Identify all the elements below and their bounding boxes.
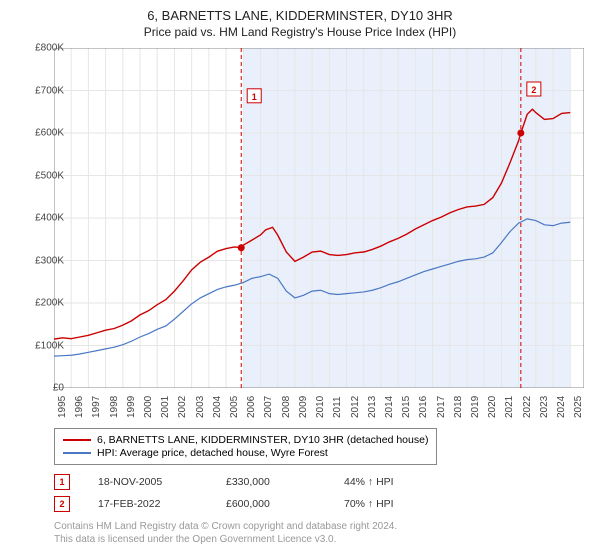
svg-text:1: 1 — [252, 92, 257, 102]
sale-marker-1: 1 — [54, 474, 70, 490]
footer-line-2: This data is licensed under the Open Gov… — [54, 533, 397, 546]
sale-date-1: 18-NOV-2005 — [98, 476, 198, 488]
sale-price-2: £600,000 — [226, 498, 316, 510]
x-tick-label: 2025 — [573, 396, 584, 418]
x-tick-label: 1995 — [57, 396, 68, 418]
x-tick-label: 2007 — [263, 396, 274, 418]
x-tick-label: 1998 — [109, 396, 120, 418]
y-tick-label: £800K — [35, 43, 64, 54]
x-tick-label: 2014 — [384, 396, 395, 418]
x-tick-label: 2021 — [504, 396, 515, 418]
legend-swatch-hpi — [63, 452, 91, 454]
x-tick-label: 2004 — [212, 396, 223, 418]
x-tick-label: 2022 — [522, 396, 533, 418]
x-tick-label: 2010 — [315, 396, 326, 418]
sale-row-2: 2 17-FEB-2022 £600,000 70% ↑ HPI — [54, 496, 394, 512]
chart-subtitle: Price paid vs. HM Land Registry's House … — [0, 25, 600, 39]
y-tick-label: £500K — [35, 170, 64, 181]
sale-price-1: £330,000 — [226, 476, 316, 488]
x-tick-label: 2008 — [281, 396, 292, 418]
footer-line-1: Contains HM Land Registry data © Crown c… — [54, 520, 397, 533]
x-tick-label: 2001 — [160, 396, 171, 418]
x-tick-label: 2017 — [436, 396, 447, 418]
chart-container: 6, BARNETTS LANE, KIDDERMINSTER, DY10 3H… — [0, 0, 600, 560]
legend-box: 6, BARNETTS LANE, KIDDERMINSTER, DY10 3H… — [54, 428, 437, 465]
y-tick-label: £300K — [35, 255, 64, 266]
legend-row-hpi: HPI: Average price, detached house, Wyre… — [63, 447, 428, 459]
y-tick-label: £400K — [35, 213, 64, 224]
x-tick-label: 2023 — [539, 396, 550, 418]
y-tick-label: £700K — [35, 85, 64, 96]
y-tick-label: £0 — [53, 383, 64, 394]
x-tick-label: 2000 — [143, 396, 154, 418]
y-tick-label: £600K — [35, 128, 64, 139]
x-tick-label: 2012 — [350, 396, 361, 418]
x-tick-label: 2009 — [298, 396, 309, 418]
x-tick-label: 2006 — [246, 396, 257, 418]
x-tick-label: 2015 — [401, 396, 412, 418]
y-tick-label: £100K — [35, 340, 64, 351]
sale-row-1: 1 18-NOV-2005 £330,000 44% ↑ HPI — [54, 474, 394, 490]
sale-pct-1: 44% ↑ HPI — [344, 476, 394, 488]
sale-marker-2: 2 — [54, 496, 70, 512]
x-tick-label: 2024 — [556, 396, 567, 418]
legend-label-hpi: HPI: Average price, detached house, Wyre… — [97, 447, 328, 459]
chart-area: 12 — [54, 48, 584, 388]
x-tick-label: 1997 — [91, 396, 102, 418]
legend-label-property: 6, BARNETTS LANE, KIDDERMINSTER, DY10 3H… — [97, 434, 428, 446]
footer: Contains HM Land Registry data © Crown c… — [54, 520, 397, 546]
svg-text:2: 2 — [531, 85, 536, 95]
x-tick-label: 1996 — [74, 396, 85, 418]
legend-row-property: 6, BARNETTS LANE, KIDDERMINSTER, DY10 3H… — [63, 434, 428, 446]
y-tick-label: £200K — [35, 298, 64, 309]
x-tick-label: 2019 — [470, 396, 481, 418]
title-block: 6, BARNETTS LANE, KIDDERMINSTER, DY10 3H… — [0, 0, 600, 39]
plot-svg: 12 — [54, 48, 584, 388]
x-tick-label: 2002 — [177, 396, 188, 418]
sale-pct-2: 70% ↑ HPI — [344, 498, 394, 510]
x-tick-label: 2003 — [195, 396, 206, 418]
x-tick-label: 2020 — [487, 396, 498, 418]
legend-swatch-property — [63, 439, 91, 441]
sales-block: 1 18-NOV-2005 £330,000 44% ↑ HPI 2 17-FE… — [54, 474, 394, 518]
x-tick-label: 2011 — [332, 396, 343, 418]
sale-date-2: 17-FEB-2022 — [98, 498, 198, 510]
x-tick-label: 2005 — [229, 396, 240, 418]
x-tick-label: 2013 — [367, 396, 378, 418]
x-tick-label: 2016 — [418, 396, 429, 418]
x-tick-label: 2018 — [453, 396, 464, 418]
chart-title: 6, BARNETTS LANE, KIDDERMINSTER, DY10 3H… — [0, 8, 600, 23]
x-tick-label: 1999 — [126, 396, 137, 418]
